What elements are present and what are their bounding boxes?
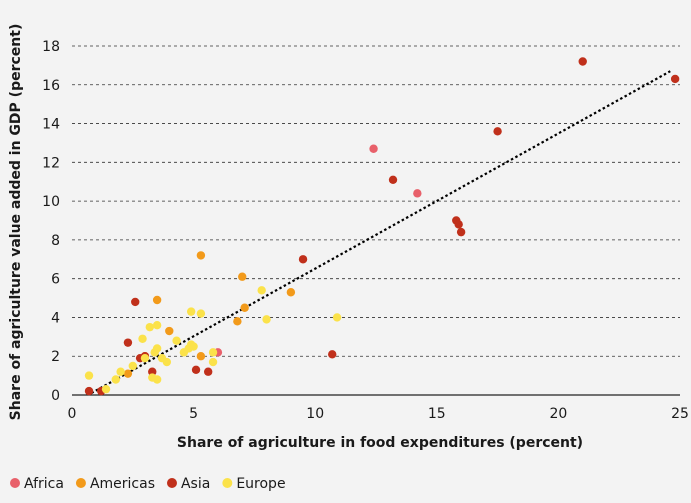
y-axis-title: Share of agriculture value added in GDP … xyxy=(8,24,24,421)
data-points xyxy=(84,57,680,396)
y-tick-label: 2 xyxy=(51,349,60,365)
y-tick-label: 4 xyxy=(51,310,60,326)
point-europe xyxy=(257,286,266,295)
point-americas xyxy=(196,352,206,361)
x-tick-label: 20 xyxy=(549,406,567,422)
point-europe xyxy=(208,348,218,357)
point-americas xyxy=(240,303,249,312)
legend-label-africa: Africa xyxy=(24,476,64,492)
point-asia xyxy=(578,57,587,66)
point-europe xyxy=(186,340,196,349)
point-europe xyxy=(152,344,162,353)
point-europe xyxy=(84,371,94,380)
point-africa xyxy=(413,189,422,198)
point-americas xyxy=(233,317,242,326)
x-axis-title: Share of agriculture in food expenditure… xyxy=(177,435,583,451)
x-tick-label: 15 xyxy=(428,406,446,422)
y-tick-label: 0 xyxy=(51,388,60,404)
point-europe xyxy=(128,361,137,371)
point-asia xyxy=(203,367,213,376)
trendline xyxy=(90,70,671,395)
point-europe xyxy=(208,357,218,367)
gridlines xyxy=(72,45,680,396)
x-axis: 0 5 10 15 20 25 xyxy=(68,406,689,422)
point-europe xyxy=(172,336,181,345)
point-americas xyxy=(165,326,174,336)
legend-label-americas: Americas xyxy=(90,476,155,492)
y-tick-label: 6 xyxy=(51,272,60,288)
point-europe xyxy=(162,357,172,367)
point-europe xyxy=(140,353,150,363)
legend-label-asia: Asia xyxy=(181,476,210,492)
trendline-group xyxy=(90,70,671,395)
point-europe xyxy=(152,375,162,384)
y-tick-label: 18 xyxy=(42,39,60,55)
point-europe xyxy=(138,334,147,343)
legend-marker-americas xyxy=(75,478,86,488)
x-tick-label: 25 xyxy=(671,406,689,422)
point-asia xyxy=(298,255,308,264)
legend-marker-europe xyxy=(222,478,233,488)
point-americas xyxy=(152,295,162,305)
point-americas xyxy=(286,288,296,297)
point-europe xyxy=(111,375,120,384)
point-europe xyxy=(145,322,155,332)
point-americas xyxy=(123,369,133,378)
point-asia xyxy=(191,365,201,374)
x-tick-label: 0 xyxy=(68,406,77,422)
point-europe xyxy=(101,384,111,394)
point-asia xyxy=(131,297,140,307)
point-europe xyxy=(262,315,271,324)
point-asia xyxy=(454,220,463,229)
y-tick-label: 12 xyxy=(42,155,60,171)
point-europe xyxy=(152,321,162,330)
y-axis: 0 2 4 6 8 10 12 14 16 18 xyxy=(42,39,60,404)
point-asia xyxy=(328,350,337,359)
point-americas xyxy=(238,272,247,281)
point-asia xyxy=(456,227,466,237)
point-europe xyxy=(186,307,196,316)
x-tick-label: 10 xyxy=(306,406,324,422)
point-asia xyxy=(493,127,502,136)
y-tick-label: 8 xyxy=(51,233,60,249)
point-asia xyxy=(670,74,680,84)
point-europe xyxy=(196,309,206,318)
legend-marker-africa xyxy=(10,478,20,488)
point-europe xyxy=(332,313,342,322)
point-asia xyxy=(148,367,157,376)
point-asia xyxy=(123,338,133,347)
point-asia xyxy=(84,386,94,396)
legend-marker-asia xyxy=(166,478,177,488)
point-europe xyxy=(116,367,125,376)
point-africa xyxy=(369,144,378,153)
y-tick-label: 10 xyxy=(42,194,60,210)
point-americas xyxy=(196,251,206,260)
y-tick-label: 16 xyxy=(42,78,60,94)
y-tick-label: 14 xyxy=(42,117,60,133)
point-asia xyxy=(388,175,398,184)
legend: Africa Americas Asia Europe xyxy=(10,476,286,492)
legend-label-europe: Europe xyxy=(236,476,285,492)
x-tick-label: 5 xyxy=(189,406,198,422)
